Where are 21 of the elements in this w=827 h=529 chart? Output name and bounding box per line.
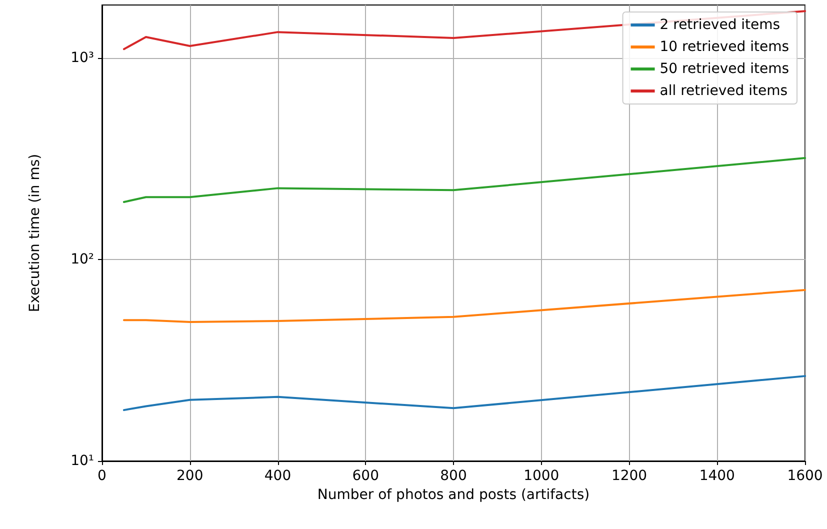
x-tick-label: 600 bbox=[352, 468, 379, 484]
y-tick-label: 10³ bbox=[70, 50, 94, 66]
legend-label: 50 retrieved items bbox=[660, 61, 789, 77]
y-axis-title: Execution time (in ms) bbox=[27, 154, 43, 312]
x-axis-title: Number of photos and posts (artifacts) bbox=[317, 486, 590, 503]
line-series bbox=[122, 288, 806, 323]
line-series bbox=[122, 375, 806, 412]
line-series bbox=[122, 157, 806, 204]
legend-label: 10 retrieved items bbox=[660, 39, 789, 55]
x-tick-label: 1000 bbox=[524, 468, 560, 484]
x-tick-label: 1400 bbox=[699, 468, 735, 484]
legend-label: all retrieved items bbox=[660, 83, 788, 99]
x-tick-label: 200 bbox=[176, 468, 204, 484]
legend-label: 2 retrieved items bbox=[660, 17, 780, 33]
x-tick-label: 0 bbox=[98, 468, 106, 484]
x-tick-label: 400 bbox=[264, 468, 292, 484]
x-tick-label: 800 bbox=[440, 468, 467, 484]
y-tick-label: 10² bbox=[70, 252, 94, 268]
x-tick-label: 1600 bbox=[787, 468, 823, 484]
y-tick-label: 10¹ bbox=[70, 453, 94, 469]
x-tick-label: 1200 bbox=[611, 468, 648, 484]
